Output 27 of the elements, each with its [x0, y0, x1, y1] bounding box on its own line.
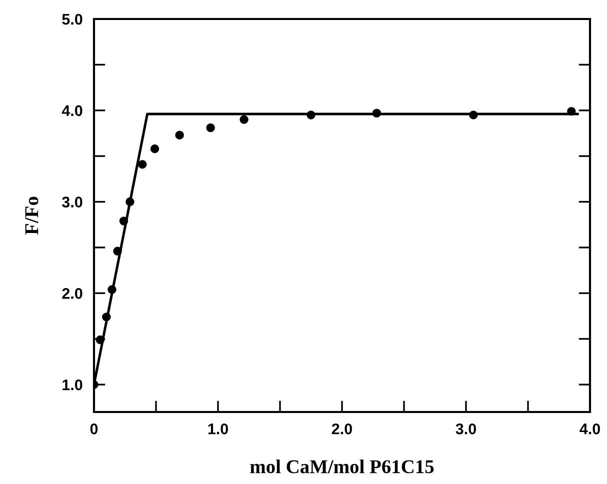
y-tick-label: 4.0 [62, 105, 82, 116]
x-tick-label: 1.0 [208, 424, 228, 434]
point [240, 115, 248, 124]
y-tick-label: 5.0 [62, 14, 82, 25]
point [567, 106, 576, 116]
point [469, 110, 478, 120]
y-axis-title: F/Fo [25, 196, 38, 235]
x-axis-title: mol CaM/mol P61C15 [250, 460, 434, 474]
y-tick-label: 1.0 [62, 379, 82, 390]
x-tick-label: 3.0 [456, 424, 476, 434]
point [206, 123, 215, 132]
y-tick-label: 2.0 [62, 288, 82, 299]
point [126, 197, 134, 206]
point [119, 216, 128, 226]
x-tick-label: 4.0 [580, 424, 600, 434]
point [150, 144, 160, 154]
point [113, 246, 122, 256]
point [96, 335, 105, 344]
point [372, 108, 382, 118]
x-tick-label: 2.0 [332, 424, 352, 434]
point [138, 160, 147, 169]
x-tick-label: 0 [90, 424, 98, 434]
point [175, 130, 184, 140]
y-tick-label: 3.0 [62, 196, 82, 208]
point [108, 285, 116, 294]
point [102, 312, 111, 322]
point [306, 110, 316, 120]
